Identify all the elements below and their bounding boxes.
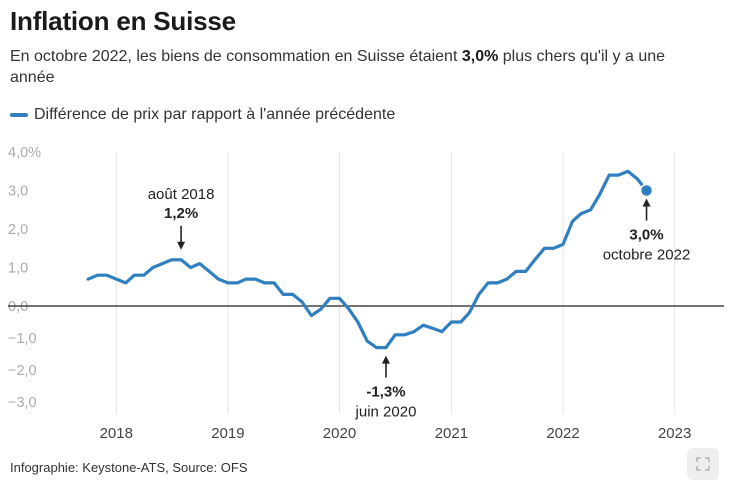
annotation-date-label: juin 2020 bbox=[355, 404, 417, 421]
y-tick-label: −3,0 bbox=[8, 395, 37, 411]
x-tick-label: 2022 bbox=[546, 425, 579, 442]
annotation-date-label: août 2018 bbox=[148, 186, 215, 203]
x-tick-label: 2023 bbox=[658, 425, 691, 442]
x-tick-label: 2019 bbox=[211, 425, 244, 442]
y-tick-label: 3,0 bbox=[8, 184, 28, 200]
annotation-value-label: -1,3% bbox=[366, 384, 405, 401]
annotation-arrow-head bbox=[642, 198, 651, 207]
y-tick-label: −2,0 bbox=[8, 363, 37, 379]
legend-swatch bbox=[10, 113, 28, 117]
source-credit: Infographie: Keystone-ATS, Source: OFS bbox=[10, 460, 248, 475]
legend-label: Différence de prix par rapport à l'année… bbox=[34, 106, 396, 123]
subtitle-highlight: 3,0% bbox=[461, 48, 499, 65]
annotation-arrow-head bbox=[381, 355, 390, 364]
y-tick-label: −1,0 bbox=[8, 331, 37, 347]
expand-button[interactable] bbox=[687, 448, 719, 480]
y-tick-label: 2,0 bbox=[8, 222, 28, 238]
y-tick-label: 0,0 bbox=[8, 299, 28, 315]
x-tick-label: 2021 bbox=[435, 425, 468, 442]
annotation-date-label: octobre 2022 bbox=[603, 247, 691, 264]
chart-subtitle: En octobre 2022, les biens de consommati… bbox=[10, 46, 710, 88]
expand-icon bbox=[696, 457, 710, 471]
subtitle-text-end: plus chers qu'il y a une année bbox=[10, 48, 666, 86]
x-tick-label: 2020 bbox=[323, 425, 356, 442]
x-tick-label: 2018 bbox=[100, 425, 133, 442]
y-tick-label: 4,0% bbox=[8, 145, 41, 161]
subtitle-text: En octobre 2022, les biens de consommati… bbox=[10, 48, 462, 65]
annotation-value-label: 3,0% bbox=[629, 227, 663, 244]
chart-legend: Différence de prix par rapport à l'année… bbox=[10, 106, 395, 124]
chart-title: Inflation en Suisse bbox=[10, 6, 236, 36]
y-tick-label: 1,0 bbox=[8, 261, 28, 277]
series-line bbox=[86, 169, 649, 350]
annotation-arrow-head bbox=[177, 241, 186, 250]
annotation-value-label: 1,2% bbox=[164, 205, 198, 222]
last-value-point bbox=[639, 183, 654, 198]
